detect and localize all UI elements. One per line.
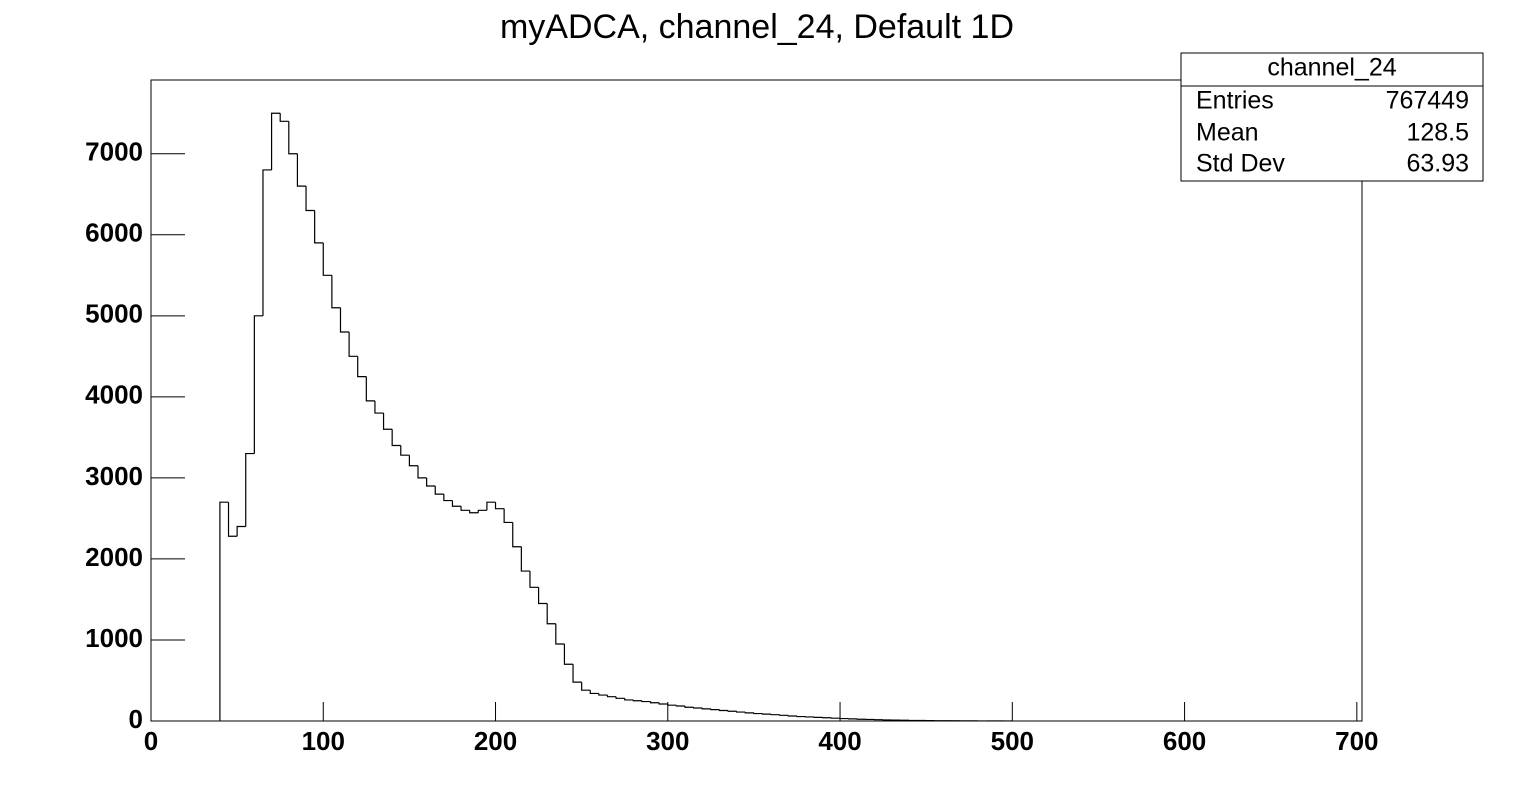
histogram-bin	[641, 700, 651, 703]
histogram-bin	[529, 571, 539, 588]
histogram-bin	[227, 502, 238, 537]
histogram-bin	[787, 715, 797, 717]
x-tick-label: 100	[302, 726, 345, 756]
histogram-bin	[520, 546, 530, 572]
histogram-bin	[503, 508, 513, 524]
histogram-bin	[744, 712, 754, 714]
histogram-bin	[296, 153, 307, 187]
histogram-bin	[236, 525, 246, 537]
frame	[150, 79, 1363, 722]
histogram-bin	[270, 112, 281, 170]
histogram-bin	[382, 413, 393, 430]
stats-box: channel_24 Entries 767449 Mean 128.5 Std…	[1180, 52, 1484, 182]
y-tick-label: 0	[129, 704, 143, 734]
histogram-bin	[219, 501, 229, 721]
histogram-bin	[469, 510, 479, 514]
histogram-bin	[606, 695, 617, 698]
stats-label: Mean	[1196, 119, 1259, 147]
y-tick-label: 3000	[85, 461, 143, 491]
histogram-bin	[572, 664, 582, 683]
histogram-bin	[796, 715, 806, 718]
histogram-bin	[400, 445, 410, 456]
histogram-bin	[589, 690, 599, 695]
stats-label: Std Dev	[1196, 150, 1285, 178]
histogram-bin	[494, 502, 505, 510]
histogram-bin	[434, 485, 444, 495]
histogram-bin	[649, 701, 660, 704]
histogram-bin	[451, 500, 462, 507]
x-tick-label: 200	[474, 726, 517, 756]
stats-frame	[1180, 52, 1484, 182]
histogram-bin	[391, 429, 401, 447]
histogram-bin	[615, 696, 625, 699]
histogram-bin	[279, 113, 289, 122]
histogram-bin	[675, 705, 686, 707]
histogram-bin	[348, 332, 358, 357]
stats-title: channel_24	[1267, 54, 1396, 82]
histogram-bin	[365, 376, 375, 402]
stats-value: 63.93	[1406, 150, 1469, 178]
histogram-bin	[322, 242, 332, 276]
histogram-bin	[727, 710, 737, 712]
histogram-bin	[624, 698, 634, 701]
histogram-bin	[486, 501, 496, 511]
histogram-bin	[443, 494, 453, 502]
histogram-bin	[253, 315, 263, 454]
histogram-bin	[667, 703, 677, 706]
stats-value: 128.5	[1406, 119, 1469, 147]
histogram-bin	[658, 702, 668, 705]
histogram-bin	[374, 400, 384, 414]
histogram-bin	[331, 275, 341, 309]
y-tick-label: 1000	[85, 623, 143, 653]
y-tick-label: 4000	[85, 380, 143, 410]
histogram-bin	[245, 452, 255, 527]
histogram-bin	[770, 714, 780, 716]
x-tick-label: 700	[1335, 726, 1378, 756]
histogram-bin	[701, 708, 711, 710]
histogram-bin	[710, 708, 720, 711]
histogram-bin	[288, 121, 298, 155]
histogram-bin	[632, 699, 642, 702]
histogram-bin	[417, 465, 427, 479]
y-tick-label: 7000	[85, 137, 143, 167]
histogram-bin	[555, 623, 565, 645]
histogram-bin	[537, 587, 548, 605]
histogram-bin	[736, 711, 746, 713]
histogram-bin	[512, 522, 522, 548]
x-tick-label: 600	[1163, 726, 1206, 756]
histogram-bin	[426, 477, 436, 487]
histogram-bin	[339, 307, 350, 333]
histogram-bin	[718, 709, 729, 712]
histogram-bin	[477, 509, 487, 513]
histogram-bin	[314, 210, 324, 244]
histogram-bin	[563, 644, 574, 665]
stats-label: Entries	[1196, 87, 1274, 115]
histogram-bin	[761, 713, 772, 715]
histogram-bin	[693, 707, 703, 709]
histogram-bin	[305, 186, 315, 212]
histogram-bin	[779, 714, 789, 716]
histogram-bin	[581, 682, 591, 691]
chart-title: myADCA, channel_24, Default 1D	[500, 8, 1014, 46]
x-tick-label: 300	[646, 726, 689, 756]
y-tick-label: 2000	[85, 542, 143, 572]
x-tick-label: 0	[144, 726, 158, 756]
histogram-bin	[753, 712, 763, 715]
histogram-bin	[546, 603, 556, 625]
y-tick-label: 5000	[85, 299, 143, 329]
histogram-bin	[262, 169, 272, 316]
histogram-bin	[598, 693, 608, 696]
x-tick-label: 500	[991, 726, 1034, 756]
histogram-bin	[684, 706, 694, 708]
x-tick-label: 400	[818, 726, 861, 756]
y-tick-label: 6000	[85, 218, 143, 248]
histogram-bin	[408, 455, 419, 467]
histogram-bin	[357, 356, 367, 378]
stats-value: 767449	[1386, 87, 1469, 115]
histogram-bin	[460, 506, 470, 511]
